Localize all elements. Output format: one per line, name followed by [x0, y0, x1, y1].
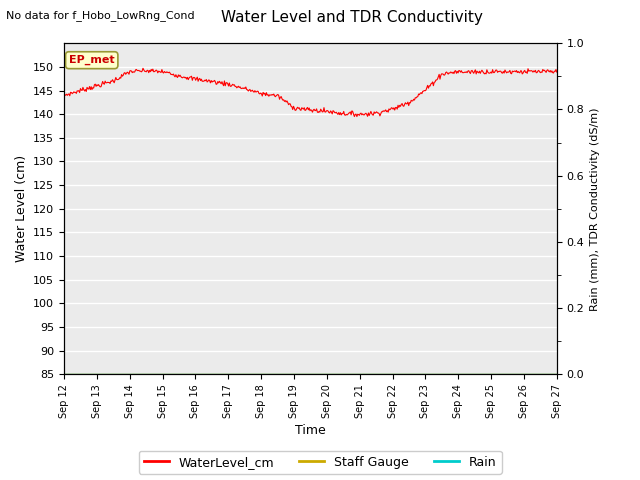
Y-axis label: Water Level (cm): Water Level (cm) — [15, 155, 28, 263]
WaterLevel_cm — [391, 107, 399, 113]
WaterLevel_cm — [60, 90, 68, 96]
WaterLevel_cm — [352, 111, 360, 117]
Legend: WaterLevel_cm, Staff Gauge, Rain: WaterLevel_cm, Staff Gauge, Rain — [138, 451, 502, 474]
WaterLevel_cm — [188, 73, 195, 79]
WaterLevel_cm — [148, 68, 156, 74]
WaterLevel_cm — [139, 65, 147, 71]
Y-axis label: Rain (mm), TDR Conductivity (dS/m): Rain (mm), TDR Conductivity (dS/m) — [590, 107, 600, 311]
WaterLevel_cm — [284, 100, 292, 106]
WaterLevel_cm — [351, 114, 358, 120]
Text: Water Level and TDR Conductivity: Water Level and TDR Conductivity — [221, 10, 483, 24]
Line: WaterLevel_cm: WaterLevel_cm — [64, 68, 557, 117]
X-axis label: Time: Time — [295, 424, 326, 437]
Text: EP_met: EP_met — [69, 55, 115, 65]
WaterLevel_cm — [433, 77, 440, 83]
WaterLevel_cm — [553, 69, 561, 75]
Text: No data for f_Hobo_LowRng_Cond: No data for f_Hobo_LowRng_Cond — [6, 10, 195, 21]
